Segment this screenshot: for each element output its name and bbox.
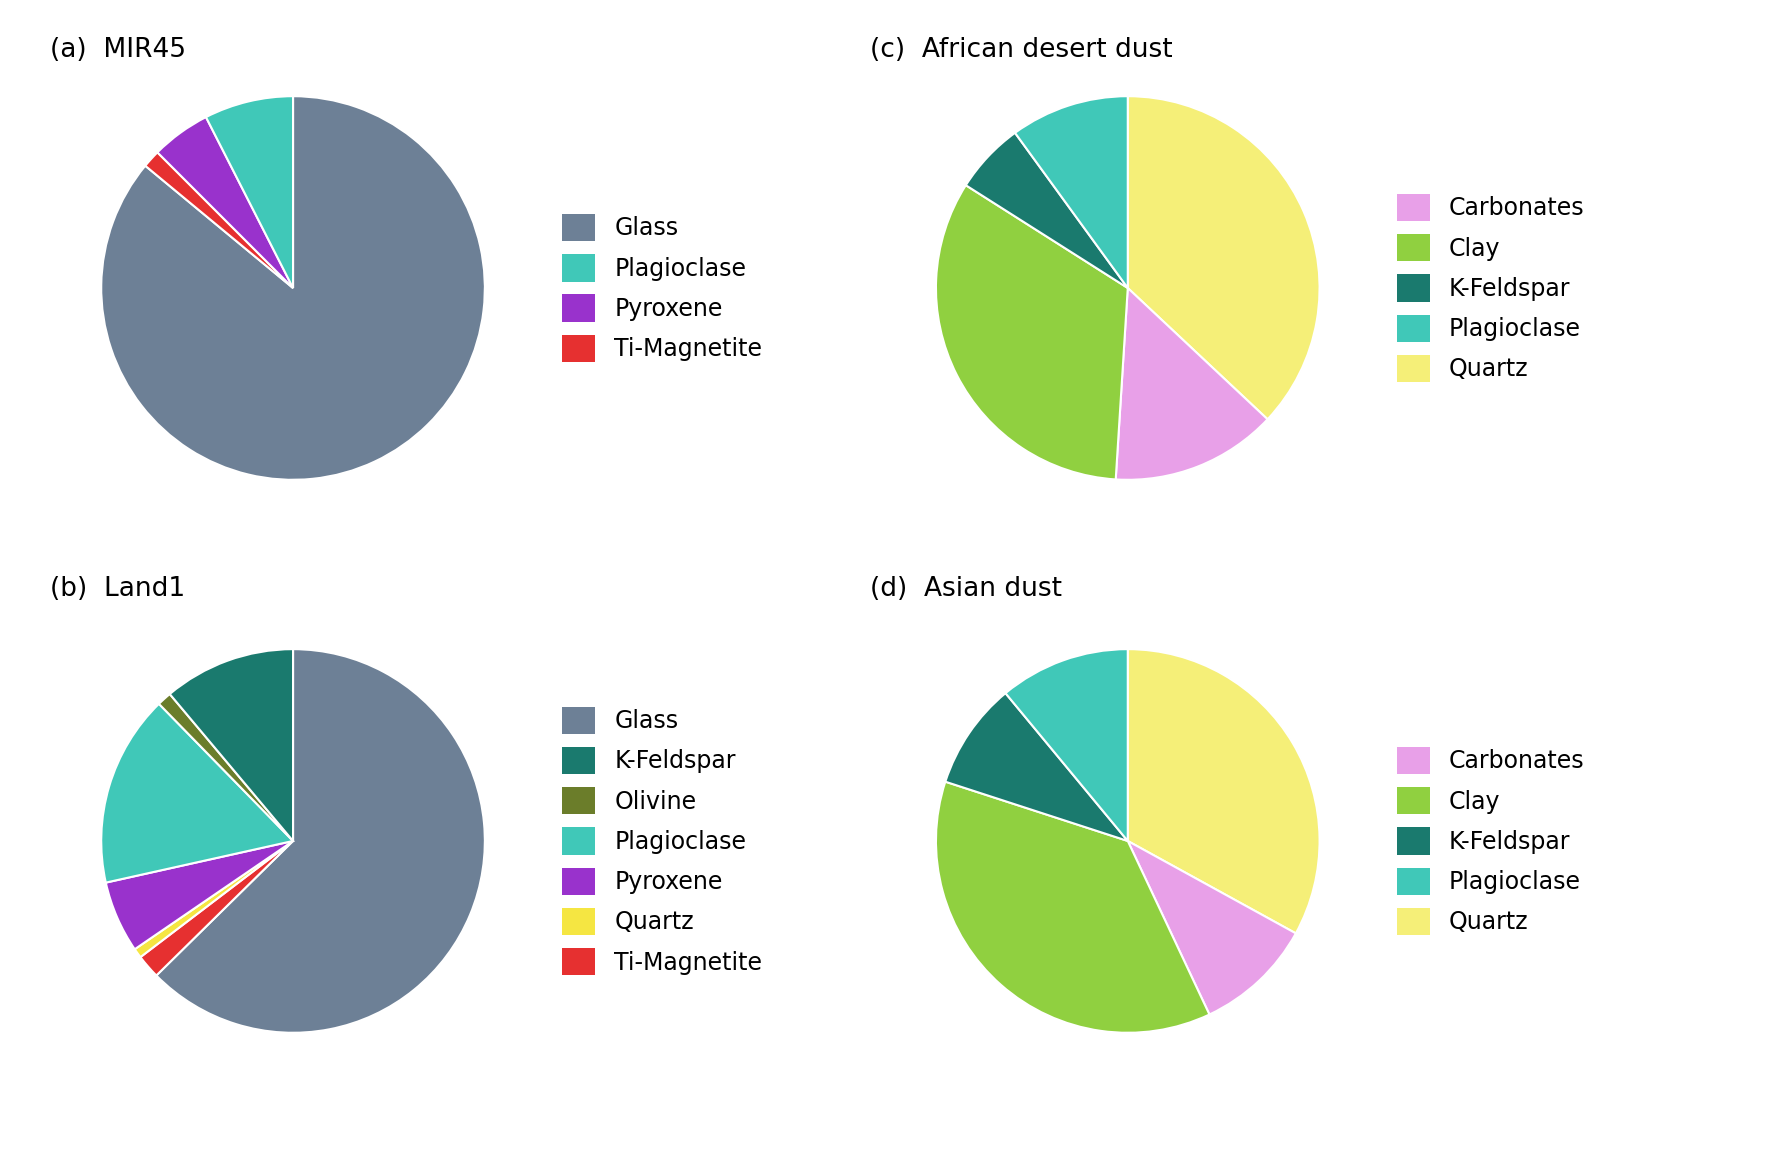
Wedge shape: [1115, 288, 1268, 479]
Wedge shape: [1005, 649, 1128, 841]
Wedge shape: [945, 694, 1128, 841]
Wedge shape: [170, 649, 293, 841]
Wedge shape: [101, 97, 485, 479]
Wedge shape: [1128, 841, 1296, 1015]
Wedge shape: [966, 132, 1128, 288]
Wedge shape: [146, 152, 293, 288]
Wedge shape: [206, 97, 293, 288]
Wedge shape: [936, 782, 1209, 1032]
Wedge shape: [1128, 649, 1320, 933]
Wedge shape: [135, 841, 293, 957]
Legend: Carbonates, Clay, K-Feldspar, Plagioclase, Quartz: Carbonates, Clay, K-Feldspar, Plagioclas…: [1398, 194, 1584, 382]
Wedge shape: [158, 118, 293, 288]
Wedge shape: [936, 185, 1128, 479]
Text: (a)  MIR45: (a) MIR45: [50, 37, 186, 63]
Wedge shape: [1016, 97, 1128, 288]
Wedge shape: [107, 841, 293, 949]
Legend: Glass, Plagioclase, Pyroxene, Ti-Magnetite: Glass, Plagioclase, Pyroxene, Ti-Magneti…: [563, 214, 762, 362]
Legend: Glass, K-Feldspar, Olivine, Plagioclase, Pyroxene, Quartz, Ti-Magnetite: Glass, K-Feldspar, Olivine, Plagioclase,…: [563, 706, 762, 976]
Wedge shape: [158, 694, 293, 841]
Text: (b)  Land1: (b) Land1: [50, 576, 185, 602]
Wedge shape: [156, 649, 485, 1032]
Wedge shape: [1128, 97, 1320, 419]
Wedge shape: [101, 704, 293, 882]
Text: (c)  African desert dust: (c) African desert dust: [870, 37, 1172, 63]
Legend: Carbonates, Clay, K-Feldspar, Plagioclase, Quartz: Carbonates, Clay, K-Feldspar, Plagioclas…: [1398, 746, 1584, 935]
Wedge shape: [140, 841, 293, 976]
Text: (d)  Asian dust: (d) Asian dust: [870, 576, 1062, 602]
